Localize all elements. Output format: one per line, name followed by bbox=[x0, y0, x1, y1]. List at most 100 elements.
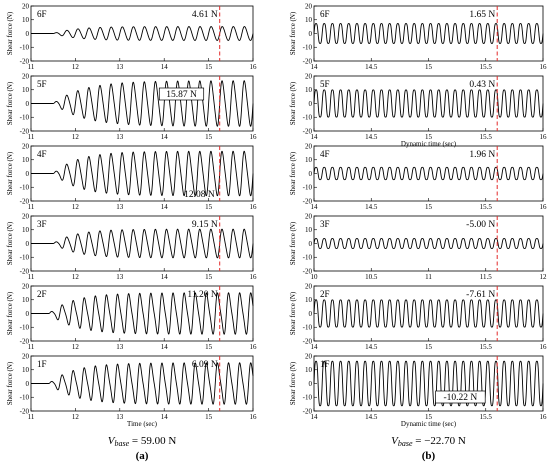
x-tick-label: 16 bbox=[540, 203, 548, 211]
x-tick-label: 12 bbox=[72, 343, 80, 351]
floor-label: 6F bbox=[37, 9, 47, 19]
x-axis-label: Time (sec) bbox=[127, 420, 158, 428]
floor-label: 2F bbox=[37, 289, 47, 299]
x-tick-label: 14 bbox=[161, 133, 169, 141]
y-tick-label: 20 bbox=[305, 282, 313, 290]
series-line-1F bbox=[31, 362, 254, 405]
y-tick-label: -20 bbox=[303, 57, 313, 65]
y-tick-label: 10 bbox=[22, 156, 30, 164]
value-annotation: 0.43 N bbox=[469, 80, 495, 90]
y-axis-label: Shear force (N) bbox=[289, 291, 297, 335]
value-annotation: -10.22 N bbox=[444, 393, 478, 403]
floor-label: 5F bbox=[37, 79, 47, 89]
y-tick-label: -10 bbox=[303, 184, 313, 192]
x-tick-label: 15.5 bbox=[480, 343, 493, 351]
x-tick-label: 14.5 bbox=[365, 203, 378, 211]
x-tick-label: 14 bbox=[161, 273, 169, 281]
value-annotation: 12.08 N bbox=[184, 190, 215, 200]
x-tick-label: 13 bbox=[116, 133, 124, 141]
x-tick-label: 12 bbox=[72, 203, 80, 211]
y-tick-label: 10 bbox=[305, 366, 313, 374]
x-tick-label: 12 bbox=[72, 413, 80, 421]
x-tick-label: 15.5 bbox=[480, 63, 493, 71]
y-axis-label: Shear force (N) bbox=[289, 221, 297, 265]
x-tick-label: 15 bbox=[205, 413, 213, 421]
base-shear-label: Vbase = 59.00 N bbox=[108, 435, 177, 448]
y-tick-label: 0 bbox=[26, 310, 30, 318]
x-tick-label: 13 bbox=[116, 343, 124, 351]
y-tick-label: -10 bbox=[303, 114, 313, 122]
y-tick-label: 20 bbox=[305, 2, 313, 10]
x-tick-label: 15 bbox=[425, 133, 433, 141]
y-tick-label: -10 bbox=[20, 254, 30, 262]
y-tick-label: -10 bbox=[20, 184, 30, 192]
x-tick-label: 15.5 bbox=[480, 203, 493, 211]
x-tick-label: 14.5 bbox=[365, 413, 378, 421]
x-tick-label: 14 bbox=[161, 343, 169, 351]
x-tick-label: 16 bbox=[540, 413, 548, 421]
y-tick-label: 10 bbox=[305, 16, 313, 24]
x-tick-label: 11 bbox=[28, 133, 35, 141]
x-tick-label: 16 bbox=[250, 203, 258, 211]
y-tick-label: 20 bbox=[305, 72, 313, 80]
y-tick-label: 0 bbox=[26, 170, 30, 178]
y-tick-label: 0 bbox=[309, 170, 313, 178]
x-tick-label: 15.5 bbox=[480, 133, 493, 141]
y-tick-label: 20 bbox=[22, 352, 30, 360]
x-tick-label: 11.5 bbox=[480, 273, 492, 281]
y-tick-label: -10 bbox=[20, 44, 30, 52]
y-axis-label: Shear force (N) bbox=[6, 221, 14, 265]
y-tick-label: -20 bbox=[303, 127, 313, 135]
y-tick-label: 10 bbox=[22, 226, 30, 234]
y-tick-label: -10 bbox=[303, 324, 313, 332]
y-tick-label: 10 bbox=[305, 156, 313, 164]
x-tick-label: 14 bbox=[311, 63, 319, 71]
value-annotation: 4.61 N bbox=[192, 10, 218, 20]
y-tick-label: 20 bbox=[305, 212, 313, 220]
x-tick-label: 10 bbox=[311, 273, 319, 281]
y-tick-label: 0 bbox=[309, 380, 313, 388]
y-axis-label: Shear force (N) bbox=[6, 11, 14, 55]
x-axis-label: Dynamic time (sec) bbox=[401, 140, 457, 148]
y-tick-label: -20 bbox=[20, 57, 30, 65]
x-tick-label: 14 bbox=[311, 413, 319, 421]
floor-label: 3F bbox=[37, 219, 47, 229]
y-tick-label: 0 bbox=[309, 310, 313, 318]
floor-label: 5F bbox=[320, 79, 330, 89]
x-tick-label: 12 bbox=[540, 273, 548, 281]
x-tick-label: 15 bbox=[425, 413, 433, 421]
x-tick-label: 14 bbox=[161, 63, 169, 71]
y-axis-label: Shear force (N) bbox=[6, 291, 14, 335]
y-tick-label: 10 bbox=[22, 86, 30, 94]
x-tick-label: 16 bbox=[540, 133, 548, 141]
x-tick-label: 16 bbox=[250, 63, 258, 71]
y-tick-label: 0 bbox=[309, 100, 313, 108]
value-annotation: 1.65 N bbox=[469, 10, 495, 20]
x-tick-label: 15 bbox=[425, 343, 433, 351]
y-axis-label: Shear force (N) bbox=[289, 151, 297, 195]
series-line-4F bbox=[31, 150, 254, 197]
y-tick-label: 20 bbox=[22, 282, 30, 290]
y-tick-label: 20 bbox=[305, 142, 313, 150]
x-tick-label: 13 bbox=[116, 413, 124, 421]
series-line-6F bbox=[313, 23, 544, 44]
x-tick-label: 12 bbox=[72, 133, 80, 141]
x-tick-label: 11 bbox=[28, 203, 35, 211]
value-annotation: 11.20 N bbox=[187, 290, 217, 300]
y-tick-label: 20 bbox=[22, 2, 30, 10]
series-line-5F bbox=[31, 80, 254, 127]
x-tick-label: 14 bbox=[311, 133, 319, 141]
y-tick-label: -20 bbox=[20, 407, 30, 415]
y-tick-label: 10 bbox=[22, 296, 30, 304]
x-tick-label: 11 bbox=[425, 273, 432, 281]
x-tick-label: 15 bbox=[205, 63, 213, 71]
series-line-6F bbox=[31, 26, 254, 41]
floor-label: 6F bbox=[320, 9, 330, 19]
floor-label: 1F bbox=[37, 359, 47, 369]
